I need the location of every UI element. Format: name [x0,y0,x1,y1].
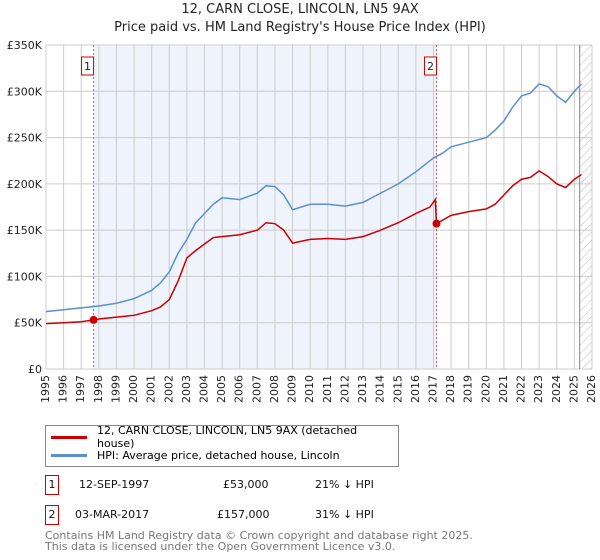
x-tick-label: 2011 [321,375,334,403]
annotation-box [423,56,437,76]
annotation-box [81,56,95,76]
x-tick-label: 2006 [233,375,246,403]
x-tick-label: 2002 [162,375,175,403]
x-tick-label: 2005 [215,375,228,403]
legend-swatch-blue [51,453,87,457]
transaction-date: 12-SEP-1997 [79,478,150,491]
x-tick-label: 2008 [268,375,281,403]
y-tick-label: £50K [14,317,43,330]
legend-item-property: 12, CARN CLOSE, LINCOLN, LN5 9AX (detach… [46,424,398,450]
marker-badge: 1 [45,475,59,495]
x-tick-label: 1995 [39,375,52,403]
x-tick-label: 1999 [109,375,122,403]
shaded-ownership-period [93,45,437,369]
x-tick-label: 2023 [532,375,545,403]
x-tick-label: 2019 [462,375,475,403]
x-tick-label: 2022 [515,375,528,403]
annotation-label: 2 [427,60,434,73]
legend-item-hpi: HPI: Average price, detached house, Linc… [46,447,340,463]
x-tick-label: 1998 [92,375,105,403]
x-tick-label: 2010 [303,375,316,403]
x-tick-label: 2000 [127,375,140,403]
transaction-row: 2 03-MAR-2017 £157,000 31% ↓ HPI [45,505,545,525]
x-tick-label: 2026 [585,375,598,403]
x-tick-label: 2001 [145,375,158,403]
y-tick-label: £200K [7,178,43,191]
x-tick-label: 2009 [286,375,299,403]
series-line [45,83,582,313]
chart-area: 1995 1996 1997 1998 1999 2000 2001 2002 2003 2004… [7,39,598,403]
transaction-hpi: 31% ↓ HPI [315,508,374,521]
x-tick-label: 2012 [338,375,351,403]
y-tick-label: £250K [7,132,43,145]
transaction-date: 03-MAR-2017 [75,508,150,521]
x-tick-label: 2013 [356,375,369,403]
y-tick-label: £150K [7,224,43,237]
y-tick-label: £300K [7,85,43,98]
x-tick-label: 2004 [198,375,211,403]
x-tick-label: 1997 [74,375,87,403]
licence-text: This data is licensed under the Open Gov… [45,540,396,553]
transaction-price: £53,000 [223,478,269,491]
x-tick-label: 2017 [426,375,439,403]
x-tick-label: 2020 [479,375,492,403]
transaction-price: £157,000 [217,508,270,521]
y-tick-label: £100K [7,270,43,283]
x-tick-label: 2016 [409,375,422,403]
x-tick-label: 2014 [374,375,387,403]
legend: 12, CARN CLOSE, LINCOLN, LN5 9AX (detach… [45,424,399,467]
footer: Contains HM Land Registry data © Crown c… [45,530,473,552]
x-tick-label: 2003 [180,375,193,403]
chart-subtitle: Price paid vs. HM Land Registry's House … [114,20,486,35]
y-tick-label: £350K [7,39,43,52]
legend-swatch-red [51,435,87,439]
legend-label: HPI: Average price, detached house, Linc… [97,448,340,462]
forecast-hatch [579,45,592,369]
x-tick-label: 2015 [391,375,404,403]
marker-badge: 2 [45,505,59,525]
legend-label: 12, CARN CLOSE, LINCOLN, LN5 9AX (detach… [96,424,358,450]
sale-point [432,219,441,228]
copyright-text: Contains HM Land Registry data © Crown c… [45,529,473,542]
transaction-row: 1 12-SEP-1997 £53,000 21% ↓ HPI [45,475,545,495]
chart-title: 12, CARN CLOSE, LINCOLN, LN5 9AX [181,2,419,17]
x-tick-label: 2007 [250,375,263,403]
series-line [45,169,582,325]
x-tick-label: 2024 [550,375,563,403]
x-tick-label: 2025 [567,375,580,403]
sale-point [89,315,98,324]
transaction-hpi: 21% ↓ HPI [315,478,374,491]
x-tick-label: 2018 [444,375,457,403]
x-tick-label: 2021 [497,375,510,403]
x-tick-label: 1996 [57,375,70,403]
y-tick-label: £0 [28,363,42,376]
annotation-label: 1 [84,60,91,73]
